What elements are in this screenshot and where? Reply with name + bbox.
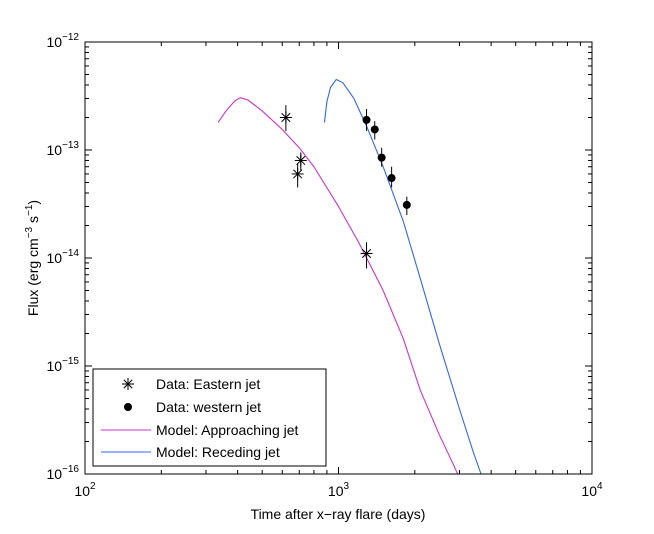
series-line-approaching-jet <box>217 97 459 475</box>
legend-label-approaching-jet: Model: Approaching jet <box>156 422 299 438</box>
series-line-receding-jet <box>323 78 482 475</box>
legend-label-receding-jet: Model: Receding jet <box>156 444 280 460</box>
series-layer <box>217 78 482 475</box>
x-tick-label: 102 <box>74 481 96 499</box>
dot-marker <box>387 174 396 183</box>
western-jet-point-4 <box>402 196 411 216</box>
legend-dot-marker <box>124 403 132 411</box>
x-tick-label: 104 <box>581 481 603 499</box>
x-tick-label: 103 <box>328 481 350 499</box>
legend-label-western-jet: Data: western jet <box>156 399 261 415</box>
axis-ticks <box>84 41 593 475</box>
legend-entry-approaching-jet: Model: Approaching jet <box>101 422 299 438</box>
legend: Data: Eastern jet Data: western jet Mode… <box>92 368 327 467</box>
dot-marker <box>362 115 371 124</box>
x-axis-label: Time after x−ray flare (days) <box>251 506 426 522</box>
dot-marker <box>370 125 379 134</box>
y-tick-label: 10−13 <box>46 140 79 158</box>
eastern-jet-point-1 <box>291 163 304 188</box>
legend-asterisk <box>122 378 134 390</box>
asterisk-marker <box>291 167 304 180</box>
y-tick-label: 10−16 <box>46 464 79 482</box>
western-jet-point-1 <box>370 121 379 140</box>
western-jet-point-3 <box>387 166 396 188</box>
y-tick-label: 10−14 <box>46 248 79 266</box>
legend-label-eastern-jet: Data: Eastern jet <box>156 376 260 392</box>
asterisk-marker <box>294 154 307 167</box>
legend-asterisk-marker <box>122 378 134 390</box>
eastern-jet-point-0 <box>279 105 292 131</box>
plot-frame <box>84 41 593 475</box>
western-jet-point-0 <box>362 108 371 131</box>
eastern-jet-point-2 <box>294 152 307 171</box>
asterisk-marker <box>279 111 292 124</box>
eastern-jet-point-3 <box>360 242 373 269</box>
y-tick-label: 10−15 <box>46 356 79 374</box>
legend-entry-receding-jet: Model: Receding jet <box>101 444 280 460</box>
legend-entry-eastern-jet: Data: Eastern jet <box>122 376 260 392</box>
dot-marker <box>402 200 411 209</box>
western-jet-point-2 <box>377 147 386 167</box>
dot-marker <box>377 153 386 162</box>
legend-box <box>92 368 327 467</box>
tick-labels: 102 103 104 10−16 10−15 10−14 10−13 10−12 <box>46 32 603 499</box>
asterisk-marker <box>360 247 373 260</box>
y-axis-label: Flux (erg cm−3 s−1) <box>24 200 41 316</box>
legend-entry-western-jet: Data: western jet <box>124 399 261 415</box>
y-tick-label: 10−12 <box>46 32 79 50</box>
